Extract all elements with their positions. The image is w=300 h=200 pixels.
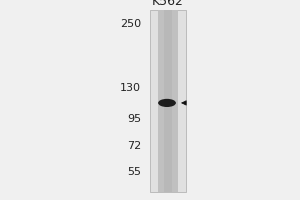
Text: 72: 72 (127, 141, 141, 151)
Text: 55: 55 (127, 167, 141, 177)
Text: 95: 95 (127, 114, 141, 124)
Bar (150, 10, 186, 192)
Bar (164, 10, 172, 192)
Bar (158, 10, 178, 192)
Text: K562: K562 (152, 0, 184, 8)
Text: 130: 130 (120, 83, 141, 93)
Ellipse shape (158, 99, 176, 107)
Text: 250: 250 (120, 19, 141, 29)
